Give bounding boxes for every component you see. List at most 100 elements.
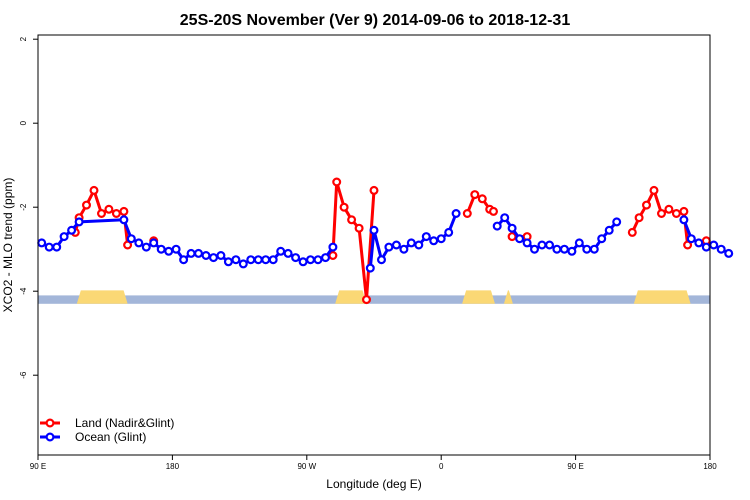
ocean-point bbox=[321, 253, 331, 263]
land-point bbox=[328, 251, 338, 261]
ocean-point bbox=[67, 225, 77, 235]
land-point bbox=[656, 209, 666, 219]
land-point bbox=[489, 206, 499, 216]
land-band bbox=[76, 290, 128, 304]
ocean-point bbox=[306, 255, 316, 265]
ocean-point bbox=[582, 244, 592, 254]
ocean-point bbox=[716, 244, 726, 254]
land-point bbox=[664, 204, 674, 214]
ocean-point bbox=[701, 242, 711, 252]
land-point bbox=[462, 209, 472, 219]
land-point bbox=[683, 240, 693, 250]
land-band bbox=[503, 290, 513, 304]
ocean-point bbox=[567, 246, 577, 256]
ocean-point bbox=[238, 259, 248, 269]
ocean-point bbox=[44, 242, 54, 252]
ocean-point bbox=[276, 246, 286, 256]
plot-frame bbox=[37, 34, 711, 456]
ocean-point bbox=[126, 234, 136, 244]
ocean-point bbox=[507, 223, 517, 233]
ocean-point bbox=[612, 217, 622, 227]
ocean-point bbox=[406, 238, 416, 248]
ocean-point bbox=[291, 253, 301, 263]
land-point bbox=[81, 200, 91, 210]
x-tick-label: 180 bbox=[703, 462, 717, 471]
ocean-point bbox=[268, 255, 278, 265]
x-axis: 90 E 180 90 W 0 90 E 180 bbox=[30, 455, 717, 471]
ocean-point bbox=[679, 215, 689, 225]
ocean-point bbox=[529, 244, 539, 254]
ocean-point bbox=[134, 238, 144, 248]
ocean-point bbox=[186, 248, 196, 258]
land-band bbox=[462, 290, 495, 304]
land-point bbox=[119, 206, 129, 216]
ocean-point bbox=[74, 217, 84, 227]
x-axis-label: Longitude (deg E) bbox=[326, 477, 421, 491]
land-point bbox=[507, 232, 517, 242]
y-axis-label: XCO2 - MLO trend (ppm) bbox=[1, 178, 15, 313]
ocean-point bbox=[164, 246, 174, 256]
x-tick-label: 90 W bbox=[297, 462, 316, 471]
ocean-point bbox=[369, 225, 379, 235]
ocean-point bbox=[365, 263, 375, 273]
land-point bbox=[123, 240, 133, 250]
land-point bbox=[104, 204, 114, 214]
x-tick-label: 90 E bbox=[567, 462, 583, 471]
ocean-point bbox=[421, 232, 431, 242]
ocean-point bbox=[414, 240, 424, 250]
series-layer bbox=[37, 177, 734, 305]
x-tick-label: 180 bbox=[166, 462, 180, 471]
y-tick-label: -2 bbox=[19, 203, 28, 211]
y-tick-label: 0 bbox=[19, 120, 28, 125]
land-point bbox=[347, 215, 357, 225]
surface-band bbox=[38, 290, 710, 304]
land-point bbox=[369, 185, 379, 195]
ocean-point bbox=[537, 240, 547, 250]
ocean-point bbox=[429, 236, 439, 246]
y-tick-label: 2 bbox=[19, 36, 28, 41]
ocean-point bbox=[209, 253, 219, 263]
ocean-point bbox=[156, 244, 166, 254]
ocean-point bbox=[231, 255, 241, 265]
ocean-point bbox=[141, 242, 151, 252]
land-point bbox=[332, 177, 342, 187]
legend-land-marker bbox=[45, 418, 55, 428]
ocean-point bbox=[724, 248, 734, 258]
ocean-point bbox=[283, 248, 293, 258]
ocean-point bbox=[216, 251, 226, 261]
ocean-band bbox=[38, 295, 710, 304]
ocean-point bbox=[328, 242, 338, 252]
y-tick-label: -6 bbox=[19, 371, 28, 379]
ocean-point bbox=[261, 255, 271, 265]
ocean-point bbox=[201, 251, 211, 261]
land-point bbox=[354, 223, 364, 233]
ocean-point bbox=[298, 257, 308, 267]
land-point bbox=[339, 202, 349, 212]
ocean-point bbox=[119, 215, 129, 225]
ocean-point bbox=[37, 238, 47, 248]
ocean-point bbox=[589, 244, 599, 254]
ocean-point bbox=[522, 238, 532, 248]
ocean-point bbox=[604, 225, 614, 235]
land-point bbox=[649, 185, 659, 195]
ocean-point bbox=[500, 213, 510, 223]
y-tick-label: -4 bbox=[19, 287, 28, 295]
ocean-point bbox=[313, 255, 323, 265]
legend-ocean-label: Ocean (Glint) bbox=[75, 430, 146, 444]
ocean-series bbox=[37, 209, 734, 273]
legend-ocean-marker bbox=[45, 432, 55, 442]
land-point bbox=[671, 209, 681, 219]
land-point bbox=[470, 190, 480, 200]
x-tick-label: 90 E bbox=[30, 462, 46, 471]
chart-title: 25S-20S November (Ver 9) 2014-09-06 to 2… bbox=[180, 12, 571, 29]
x-tick-label: 0 bbox=[439, 462, 444, 471]
land-series bbox=[70, 177, 711, 305]
ocean-point bbox=[384, 242, 394, 252]
land-band bbox=[633, 290, 691, 304]
land-point bbox=[96, 209, 106, 219]
land-point bbox=[89, 185, 99, 195]
ocean-point bbox=[253, 255, 263, 265]
ocean-point bbox=[52, 242, 62, 252]
ocean-point bbox=[451, 209, 461, 219]
